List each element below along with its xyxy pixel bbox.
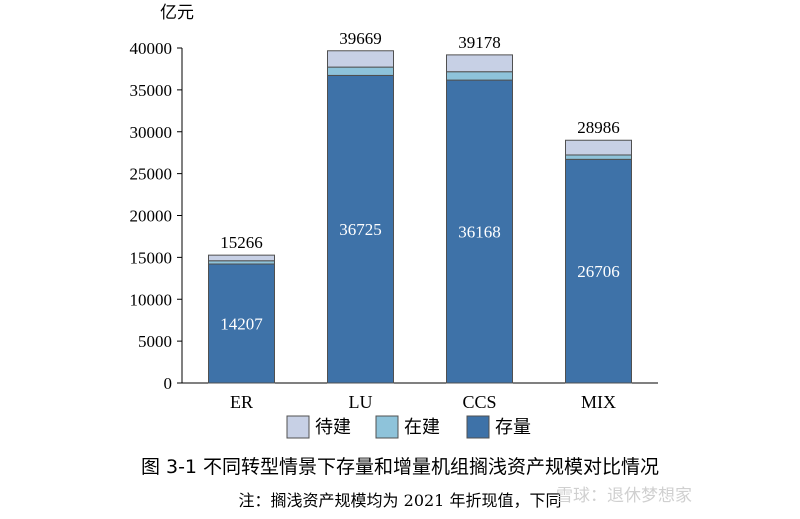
y-tick-label: 35000 xyxy=(130,81,173,100)
y-tick-label: 5000 xyxy=(138,332,172,351)
bar-segment xyxy=(327,50,394,68)
legend-swatch xyxy=(466,415,490,439)
legend-swatch xyxy=(375,415,399,439)
bar-segment xyxy=(446,54,513,73)
bar-segment xyxy=(327,74,394,384)
y-tick-label: 25000 xyxy=(130,165,173,184)
figure-caption-title: 图 3-1 不同转型情景下存量和增量机组搁浅资产规模对比情况 xyxy=(140,456,660,478)
y-tick-label: 0 xyxy=(164,374,173,393)
bar-segment xyxy=(565,154,632,160)
y-tick-label: 15000 xyxy=(130,248,173,267)
legend-swatch xyxy=(286,415,310,439)
y-tick-label: 20000 xyxy=(130,207,173,226)
bar-total-label: 39178 xyxy=(458,33,501,52)
watermark: 雪球：退休梦想家 xyxy=(556,486,692,506)
bar-segment xyxy=(565,158,632,384)
legend-label: 在建 xyxy=(404,417,440,437)
bar-value-label: 14207 xyxy=(220,315,263,334)
x-category-label: CCS xyxy=(462,392,496,412)
bar-value-label: 36725 xyxy=(339,220,382,239)
y-tick-label: 10000 xyxy=(130,290,173,309)
bar-segment xyxy=(446,71,513,81)
y-tick-label: 30000 xyxy=(130,123,173,142)
bar-segment xyxy=(565,139,632,156)
bar-segment xyxy=(446,79,513,384)
y-axis-unit-label: 亿元 xyxy=(160,3,194,22)
bar-total-label: 28986 xyxy=(577,118,620,137)
y-tick-label: 40000 xyxy=(130,39,173,58)
figure-caption-note: 注：搁浅资产规模均为 2021 年折现值，下同 xyxy=(238,491,562,510)
bar-value-label: 36168 xyxy=(458,223,501,242)
x-category-label: MIX xyxy=(581,392,616,412)
bar-segment xyxy=(327,66,394,76)
bar-segment xyxy=(208,254,275,262)
legend-label: 待建 xyxy=(315,417,351,437)
bar-value-label: 26706 xyxy=(577,262,620,281)
bar-total-label: 39669 xyxy=(339,29,382,48)
bar-segment xyxy=(208,263,275,384)
x-category-label: ER xyxy=(230,392,253,412)
legend-label: 存量 xyxy=(495,417,531,437)
bar-total-label: 15266 xyxy=(220,233,263,252)
x-category-label: LU xyxy=(349,392,373,412)
